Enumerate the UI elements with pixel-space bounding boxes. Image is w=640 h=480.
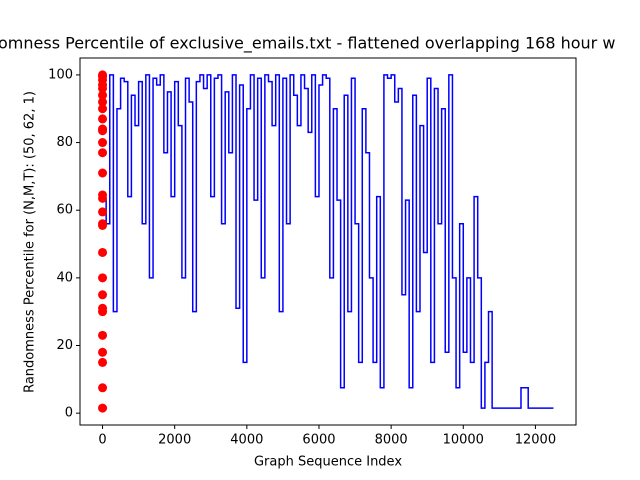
x-tick-label: 8000	[375, 433, 408, 448]
data-point	[98, 383, 108, 393]
y-tick-label: 20	[56, 338, 73, 353]
x-tick-label: 0	[98, 433, 106, 448]
data-point	[98, 357, 108, 367]
data-point	[98, 403, 108, 413]
y-tick-label: 80	[56, 135, 73, 150]
data-point	[98, 347, 108, 357]
data-point	[98, 190, 108, 200]
chart-title: omness Percentile of exclusive_emails.tx…	[0, 34, 615, 54]
data-point	[98, 97, 108, 107]
y-axis-label: Randomness Percentile for (N,M,T): (50, …	[23, 91, 38, 393]
data-line	[102, 74, 554, 409]
x-tick-label: 6000	[302, 433, 335, 448]
x-tick-label: 10000	[443, 433, 484, 448]
x-axis-label: Graph Sequence Index	[254, 455, 402, 470]
data-point	[98, 273, 108, 283]
data-point	[98, 70, 108, 80]
x-tick-label: 2000	[158, 433, 191, 448]
data-point	[98, 114, 108, 124]
plot-frame	[79, 57, 577, 426]
data-point	[98, 207, 108, 217]
y-tick-label: 40	[56, 270, 73, 285]
data-point	[98, 303, 108, 313]
data-point	[98, 124, 108, 134]
data-point	[98, 138, 108, 148]
y-tick-label: 0	[65, 406, 73, 421]
data-point	[98, 148, 108, 158]
data-point	[98, 90, 108, 100]
data-point	[98, 330, 108, 340]
data-point	[98, 168, 108, 178]
x-tick-label: 4000	[230, 433, 263, 448]
data-point	[98, 290, 108, 300]
data-point	[98, 104, 108, 114]
data-point	[98, 219, 108, 229]
y-tick-label: 100	[48, 67, 73, 82]
x-tick-label: 12000	[515, 433, 556, 448]
y-tick-label: 60	[56, 203, 73, 218]
data-point	[98, 247, 108, 257]
